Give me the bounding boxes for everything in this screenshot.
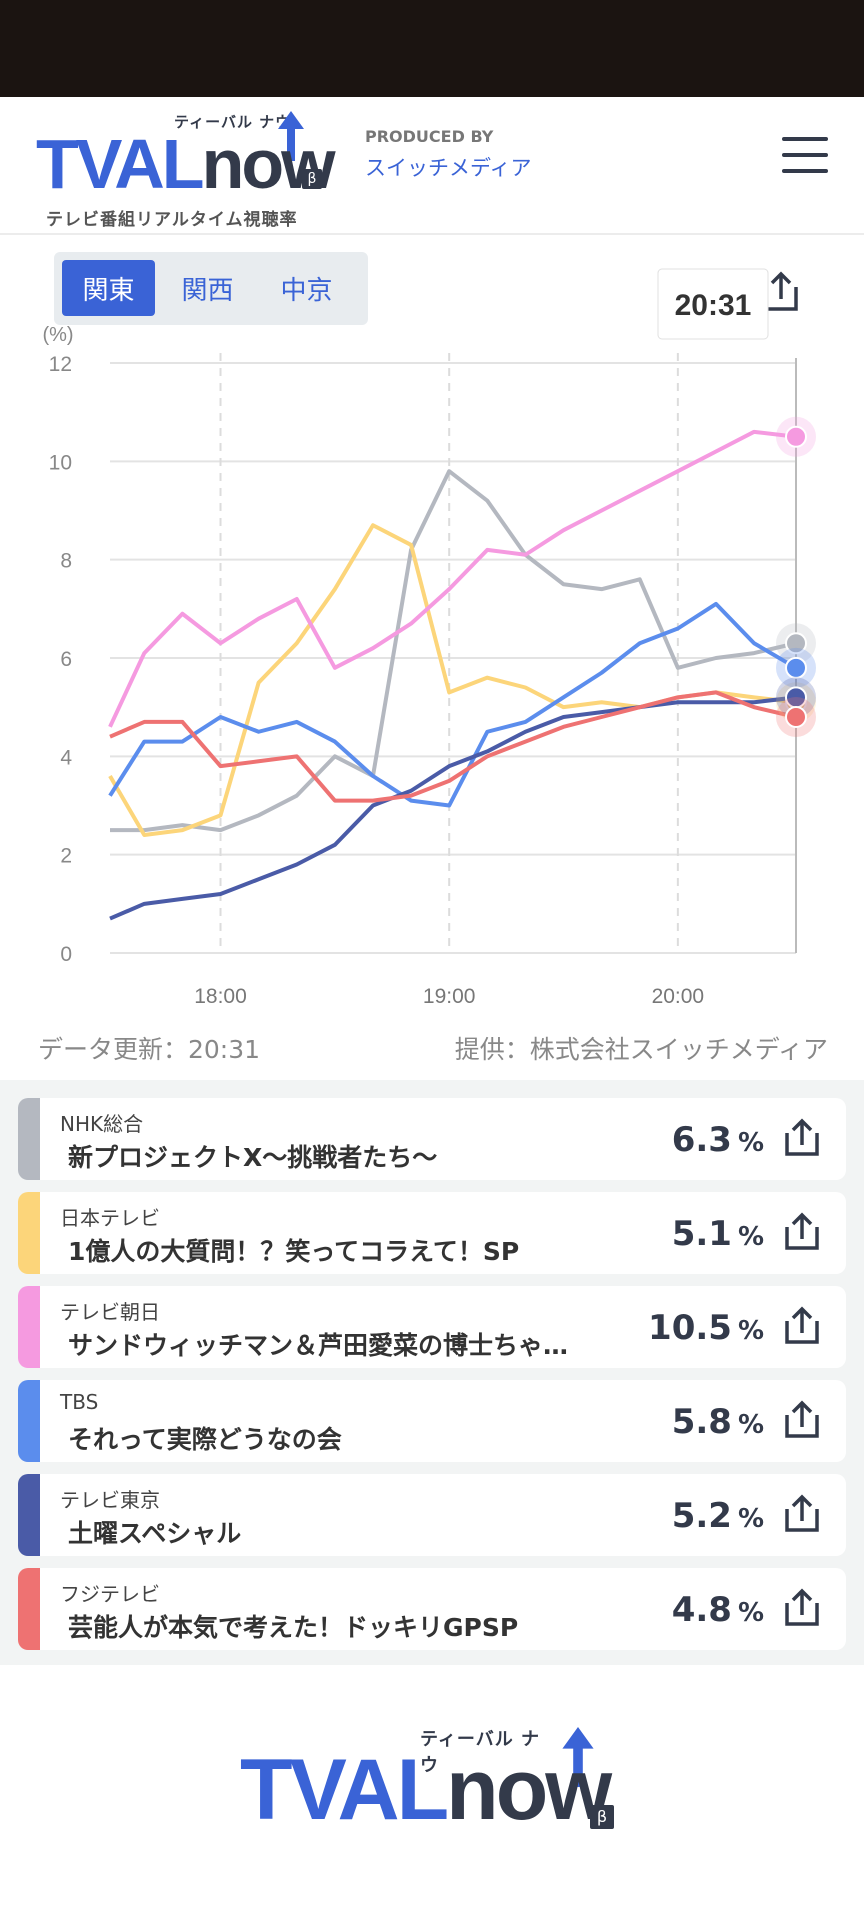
footer-tvalnow-logo[interactable]: ティーバル ナウ TVALnow β bbox=[240, 1725, 614, 1835]
logo-beta-badge: β bbox=[302, 169, 322, 189]
chart-section: 関東 関西 中京 0 2 4 6 8 10 12 (%) 18:00 19:00 20:00 20:3… bbox=[0, 235, 864, 1080]
program-title: サンドウィッチマン＆芦田愛菜の博士ちゃ… bbox=[68, 1331, 569, 1360]
logo-arrow-icon bbox=[562, 1727, 594, 1787]
y-tick-label: 12 bbox=[49, 353, 72, 376]
series-line bbox=[109, 695, 797, 921]
series-endpoint bbox=[785, 656, 807, 679]
x-tick-label: 19:00 bbox=[423, 985, 476, 1008]
rating-value: 5.8% bbox=[671, 1402, 764, 1442]
program-row-tvtokyo[interactable]: テレビ東京 土曜スペシャル 5.2% bbox=[18, 1474, 846, 1556]
tab-chukyo[interactable]: 中京 bbox=[280, 275, 333, 306]
program-list: NHK総合 新プロジェクトX〜挑戦者たち〜 6.3% 日本テレビ 1億人の大質問… bbox=[0, 1080, 864, 1665]
channel-name: TBS bbox=[60, 1390, 99, 1414]
program-row-tvasahi[interactable]: テレビ朝日 サンドウィッチマン＆芦田愛菜の博士ちゃ… 10.5% bbox=[18, 1286, 846, 1368]
logo-subtitle: テレビ番組リアルタイム視聴率 bbox=[46, 210, 298, 230]
data-provider-label: 提供：株式会社スイッチメディア bbox=[454, 1035, 828, 1064]
program-row-fuji[interactable]: フジテレビ 芸能人が本気で考えた！ドッキリGPSP 4.8% bbox=[18, 1568, 846, 1650]
series-line bbox=[109, 690, 797, 803]
time-tooltip-label: 20:31 bbox=[675, 289, 752, 322]
y-tick-label: 4 bbox=[60, 746, 72, 769]
producer-credit: PRODUCED BY スイッチメディア bbox=[365, 127, 532, 182]
status-bar bbox=[0, 0, 864, 97]
share-icon[interactable] bbox=[782, 1118, 822, 1158]
site-header: ティーバル ナウ TVALnow β テレビ番組リアルタイム視聴率 PRODUC… bbox=[0, 97, 864, 235]
channel-name: 日本テレビ bbox=[60, 1206, 160, 1230]
program-row-ntv[interactable]: 日本テレビ 1億人の大質問！？笑ってコラえて！SP 5.1% bbox=[18, 1192, 846, 1274]
share-icon[interactable] bbox=[782, 1494, 822, 1534]
rating-value: 4.8% bbox=[671, 1590, 764, 1630]
series-line bbox=[108, 429, 797, 728]
series-line bbox=[108, 523, 797, 837]
channel-name: テレビ東京 bbox=[60, 1488, 160, 1512]
program-title: 新プロジェクトX〜挑戦者たち〜 bbox=[68, 1143, 438, 1172]
program-title: 1億人の大質問！？笑ってコラえて！SP bbox=[68, 1237, 520, 1266]
program-title: 芸能人が本気で考えた！ドッキリGPSP bbox=[68, 1613, 519, 1642]
y-tick-label: 8 bbox=[60, 550, 72, 573]
program-row-nhk[interactable]: NHK総合 新プロジェクトX〜挑戦者たち〜 6.3% bbox=[18, 1098, 846, 1180]
channel-color-bar bbox=[18, 1192, 40, 1274]
logo-arrow-icon bbox=[278, 111, 304, 161]
series-line bbox=[108, 601, 798, 808]
x-tick-label: 20:00 bbox=[652, 985, 705, 1008]
rating-value: 5.1% bbox=[671, 1214, 764, 1254]
logo-kana: ティーバル ナウ bbox=[174, 113, 292, 131]
tvalnow-logo[interactable]: ティーバル ナウ TVALnow β テレビ番組リアルタイム視聴率 bbox=[36, 111, 336, 230]
share-icon[interactable] bbox=[782, 1212, 822, 1252]
x-tick-label: 18:00 bbox=[194, 985, 247, 1008]
time-tooltip bbox=[657, 268, 769, 340]
program-title: 土曜スペシャル bbox=[68, 1519, 242, 1548]
y-tick-label: 0 bbox=[60, 943, 72, 966]
logo-beta-badge: β bbox=[590, 1805, 614, 1829]
tab-kansai[interactable]: 関西 bbox=[181, 275, 234, 306]
logo-wordmark: TVALnow bbox=[240, 1742, 612, 1838]
logo-kana: ティーバル ナウ bbox=[420, 1729, 541, 1776]
channel-color-bar bbox=[18, 1474, 40, 1556]
program-row-tbs[interactable]: TBS それって実際どうなの会 5.8% bbox=[18, 1380, 846, 1462]
channel-color-bar bbox=[18, 1380, 40, 1462]
logo-wordmark: TVALnow bbox=[36, 125, 336, 203]
channel-color-bar bbox=[18, 1568, 40, 1650]
producer-link[interactable]: スイッチメディア bbox=[365, 156, 532, 180]
data-updated-label: データ更新：20:31 bbox=[38, 1035, 261, 1064]
rating-value: 6.3% bbox=[671, 1120, 764, 1160]
share-icon[interactable] bbox=[782, 1400, 822, 1440]
series-endpoint bbox=[785, 706, 807, 728]
site-footer: ティーバル ナウ TVALnow β bbox=[0, 1665, 864, 1885]
rating-value: 5.2% bbox=[671, 1496, 764, 1536]
rating-value: 10.5% bbox=[648, 1308, 764, 1348]
hamburger-menu-icon[interactable] bbox=[782, 137, 828, 179]
channel-color-bar bbox=[18, 1098, 40, 1180]
y-axis-label: (%) bbox=[42, 324, 73, 346]
series-endpoint bbox=[785, 425, 807, 448]
produced-by-label: PRODUCED BY bbox=[365, 127, 494, 146]
tab-kanto[interactable]: 関東 bbox=[62, 260, 155, 316]
region-tabs: 関東 関西 中京 bbox=[54, 252, 368, 325]
series-endpoint bbox=[785, 632, 807, 655]
channel-name: フジテレビ bbox=[60, 1582, 160, 1606]
share-icon[interactable] bbox=[782, 1306, 822, 1346]
program-title: それって実際どうなの会 bbox=[68, 1425, 342, 1454]
channel-name: テレビ朝日 bbox=[60, 1300, 160, 1324]
series-line bbox=[110, 469, 797, 833]
ratings-line-chart[interactable]: 0 2 4 6 8 10 12 (%) 18:00 19:00 20:00 20:31 bbox=[0, 235, 864, 1025]
y-tick-label: 2 bbox=[60, 845, 72, 868]
y-tick-label: 10 bbox=[49, 451, 72, 474]
share-icon[interactable] bbox=[782, 1588, 822, 1628]
y-tick-label: 6 bbox=[60, 648, 72, 671]
channel-name: NHK総合 bbox=[60, 1112, 144, 1136]
channel-color-bar bbox=[18, 1286, 40, 1368]
